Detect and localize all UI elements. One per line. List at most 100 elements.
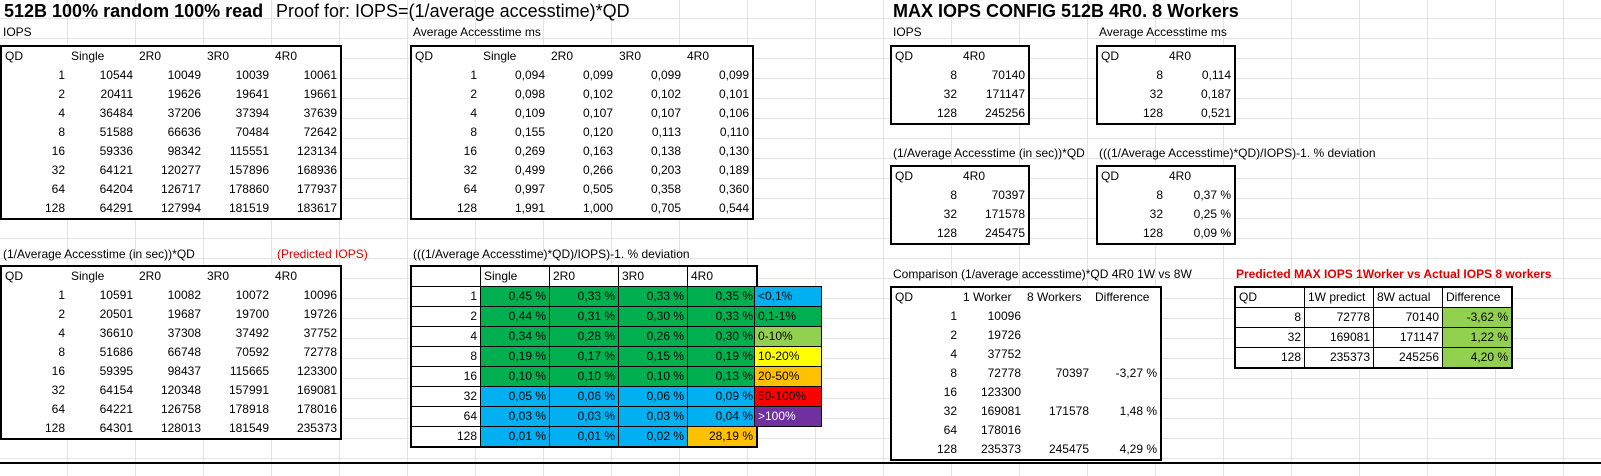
table-cell: 157991 — [228, 383, 269, 397]
table-cell: 0,04 % — [687, 406, 758, 427]
calc-iops-table: QD Single 2R0 3R0 4R0 1 10591 10082 10072 10096 2 2… — [0, 265, 342, 440]
table-cell: 235373 — [1304, 347, 1374, 369]
table-cell: 157896 — [228, 163, 269, 177]
table-cell: 128 — [936, 226, 957, 240]
table-cell: 0,33 % — [549, 286, 619, 307]
table-row: 128 235373 245475 4,29 % — [891, 440, 1161, 460]
table-header-row: Single 2R0 3R0 4R0 — [410, 265, 758, 287]
table-cell: 178016 — [980, 423, 1021, 437]
table-row: 8 70140 — [891, 66, 1029, 85]
table-cell: 36484 — [99, 106, 133, 120]
table-cell: 120277 — [160, 163, 201, 177]
table-cell — [1024, 383, 1092, 402]
table-cell: 37492 — [235, 326, 269, 340]
table-cell: 0,113 — [651, 125, 681, 139]
table-cell: 0,099 — [650, 68, 681, 82]
table-cell: 0,521 — [1200, 106, 1231, 120]
color-legend: <0,1% 0,1-1% 0-10% 10-20% 20-50% 50-100% >100% — [754, 286, 822, 427]
table-cell: 235373 — [296, 421, 337, 435]
table-cell: 19726 — [987, 328, 1021, 342]
table-cell: 16 — [463, 144, 477, 158]
table-cell: 8 — [950, 68, 957, 82]
table-cell: 0,17 % — [549, 346, 619, 367]
table-row: 8 0,37 % — [1097, 186, 1235, 205]
table-cell: 0,33 % — [687, 306, 758, 327]
table-cell: 64154 — [99, 383, 133, 397]
table-header-row: QD 4R0 — [891, 166, 1029, 186]
table-cell: 10082 — [167, 288, 201, 302]
table-cell: 2 — [470, 87, 477, 101]
table-cell: 181519 — [228, 201, 269, 215]
table-cell: 0,26 % — [618, 326, 688, 347]
table-row: 64 64204 126717 178860 177937 — [1, 180, 341, 199]
table-cell: 19626 — [167, 87, 201, 101]
table-cell: -3,62 % — [1442, 307, 1513, 328]
table-cell: 70397 — [1055, 366, 1089, 380]
table-row: 128 1,991 1,000 0,705 0,544 — [411, 199, 753, 219]
table-cell: 126717 — [160, 182, 201, 196]
table-cell: 0,110 — [719, 125, 749, 139]
max-avg-label: Average Accesstime ms — [1099, 25, 1227, 39]
legend-swatch-label: <0,1% — [754, 286, 822, 307]
table-header-row: QD 4R0 — [1097, 166, 1235, 186]
table-row: 32 64121 120277 157896 168936 — [1, 161, 341, 180]
table-row: 4 36610 37308 37492 37752 — [1, 324, 341, 343]
table-row: 1 10591 10082 10072 10096 — [1, 286, 341, 305]
table-cell: 0,099 — [718, 68, 749, 82]
table-cell: 0,138 — [650, 144, 681, 158]
table-cell: 0,266 — [582, 163, 613, 177]
calc-label: (1/Average Accesstime (in sec))*QD — [3, 247, 195, 261]
table-row: 64 178016 — [891, 421, 1161, 440]
table-cell — [1092, 326, 1161, 345]
table-cell: 32 — [1234, 327, 1305, 348]
table-cell: 4 — [58, 106, 65, 120]
table-row: 2 0,44 % 0,31 % 0,30 % 0,33 % — [410, 306, 758, 327]
table-cell: 8 — [470, 125, 477, 139]
table-header-row: QD Single 2R0 3R0 4R0 — [1, 46, 341, 66]
table-cell: 10096 — [303, 288, 337, 302]
table-row: 1 0,094 0,099 0,099 0,099 — [411, 66, 753, 85]
table-cell: 64 — [943, 423, 957, 437]
table-cell: QD — [895, 49, 913, 63]
table-cell: 0,03 % — [618, 406, 688, 427]
table-cell: 1 — [470, 68, 477, 82]
table-cell: 1 — [410, 286, 481, 307]
table-row: 4 0,109 0,107 0,107 0,106 — [411, 104, 753, 123]
table-cell: 1 — [58, 288, 65, 302]
table-cell: 32 — [943, 404, 957, 418]
table-cell: 115551 — [229, 144, 269, 158]
table-cell: 32 — [463, 163, 477, 177]
table-cell: 115665 — [229, 364, 269, 378]
table-cell: 181549 — [228, 421, 269, 435]
table-cell: 0,358 — [650, 182, 681, 196]
table-header-row: QD 4R0 — [891, 46, 1029, 66]
table-cell: 4R0 — [687, 265, 758, 287]
iops-table: QD Single 2R0 3R0 4R0 1 10544 10049 10039 10061 2 2… — [0, 45, 342, 220]
table-cell: 0,163 — [582, 144, 613, 158]
table-row: 4 0,34 % 0,28 % 0,26 % 0,30 % — [410, 326, 758, 347]
table-row: 128 245475 — [891, 224, 1029, 244]
predicted-max-table: QD 1W predict 8W actual Difference 8 72778 701… — [1234, 286, 1513, 369]
table-header-row: QD 4R0 — [1097, 46, 1235, 66]
table-cell: 64 — [51, 402, 65, 416]
table-cell: 245256 — [1373, 347, 1443, 369]
table-cell: Single — [480, 265, 550, 287]
table-row: 64 0,997 0,505 0,358 0,360 — [411, 180, 753, 199]
table-row: 32 0,05 % 0,06 % 0,06 % 0,09 % — [410, 386, 758, 407]
table-row: 8 72778 70140 -3,62 % — [1234, 307, 1513, 328]
table-cell: 20411 — [100, 87, 133, 101]
table-row: 4 37752 — [891, 345, 1161, 364]
table-cell: 10591 — [99, 288, 133, 302]
table-row: 16 59336 98342 115551 123134 — [1, 142, 341, 161]
table-cell: 4,29 % — [1119, 442, 1157, 456]
table-cell: 72778 — [303, 345, 337, 359]
table-cell: 16 — [943, 385, 957, 399]
table-cell: 2 — [58, 307, 65, 321]
table-cell: 4 — [58, 326, 65, 340]
table-cell: QD — [895, 290, 913, 304]
table-row: 2 0,098 0,102 0,102 0,101 — [411, 85, 753, 104]
table-cell: 0,269 — [514, 144, 545, 158]
table-cell: 245256 — [984, 106, 1025, 120]
table-cell: 1,48 % — [1119, 404, 1157, 418]
table-cell: 66748 — [167, 345, 201, 359]
